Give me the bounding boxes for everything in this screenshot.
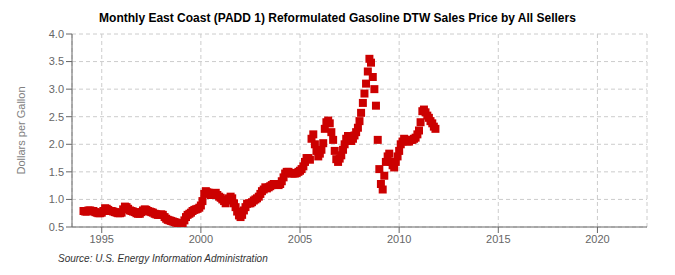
svg-text:4.0: 4.0 — [49, 28, 64, 40]
html-text:Source: U.S. Energy Informatio: Source: U.S. Energy Information Administ… — [58, 253, 268, 264]
svg-text:0.5: 0.5 — [49, 221, 64, 233]
svg-text:1.0: 1.0 — [49, 193, 64, 205]
svg-text:2000: 2000 — [189, 233, 213, 245]
svg-text:2010: 2010 — [387, 233, 411, 245]
svg-text:1995: 1995 — [89, 233, 113, 245]
svg-text:Dollars per Gallon: Dollars per Gallon — [15, 86, 27, 174]
svg-text:2.5: 2.5 — [49, 111, 64, 123]
svg-text:2020: 2020 — [585, 233, 609, 245]
svg-text:1.5: 1.5 — [49, 166, 64, 178]
svg-text:3.0: 3.0 — [49, 83, 64, 95]
svg-text:3.5: 3.5 — [49, 55, 64, 67]
svg-text:2005: 2005 — [288, 233, 312, 245]
svg-text:2015: 2015 — [486, 233, 510, 245]
svg-text:2.0: 2.0 — [49, 138, 64, 150]
html-text:Monthly East Coast (PADD 1) Re: Monthly East Coast (PADD 1) Reformulated… — [99, 11, 576, 25]
